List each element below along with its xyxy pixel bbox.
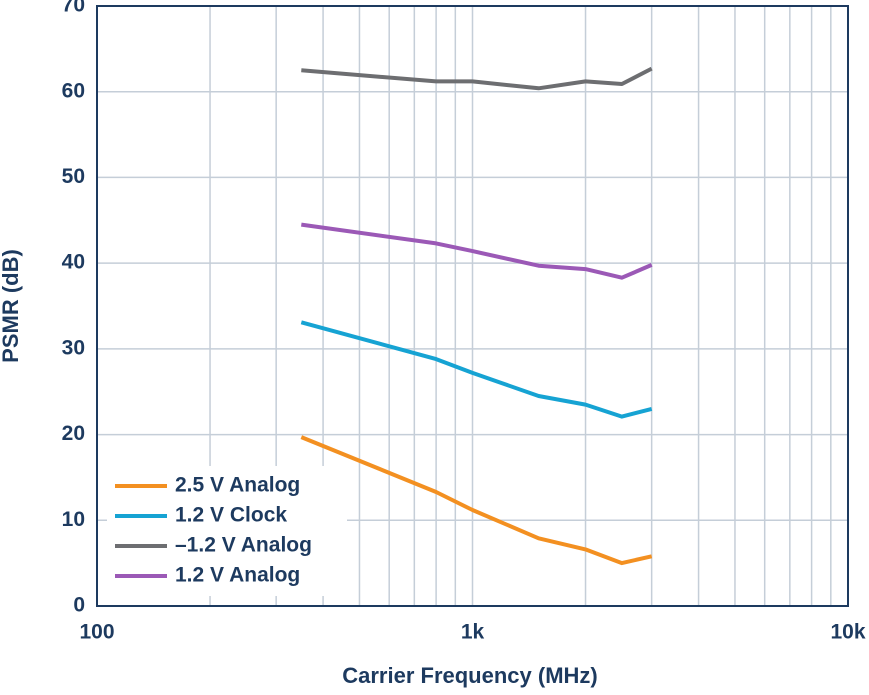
series-line (301, 222, 653, 280)
y-tick-label: 50 (62, 165, 85, 188)
y-tick-label: 60 (62, 79, 85, 102)
legend-label: –1.2 V Analog (175, 534, 312, 557)
x-axis-label: Carrier Frequency (MHz) (342, 663, 598, 688)
y-tick-label: 70 (62, 0, 85, 17)
x-tick-label: 1k (461, 621, 485, 644)
y-tick-label: 10 (62, 508, 85, 531)
y-tick-label: 0 (73, 594, 85, 617)
y-tick-label: 20 (62, 422, 85, 445)
series-line (300, 435, 653, 566)
series-line (301, 66, 653, 91)
plot-frame (96, 5, 849, 607)
legend-label: 2.5 V Analog (175, 474, 300, 497)
y-tick-label: 40 (62, 251, 85, 274)
y-tick-label: 30 (62, 336, 85, 359)
y-axis-label: PSMR (dB) (0, 249, 23, 363)
x-tick-label: 10k (830, 621, 865, 644)
legend-label: 1.2 V Analog (175, 564, 300, 587)
x-tick-label: 100 (79, 621, 114, 644)
legend-label: 1.2 V Clock (175, 504, 287, 527)
series-line (300, 320, 653, 419)
